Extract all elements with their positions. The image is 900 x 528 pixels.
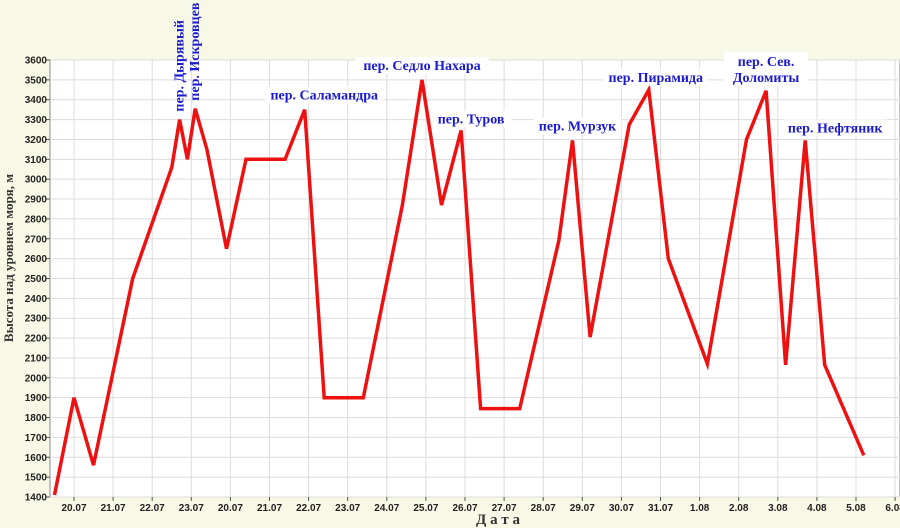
y-tick-label: 1900 [25,393,48,404]
elevation-series-line [52,79,866,496]
y-axis-title: Высота над уровнем моря, м [1,174,16,342]
x-tick-label: 1.08 [690,503,710,514]
y-tick-label: 2800 [25,214,48,225]
x-tick-label: 31.07 [648,503,673,514]
y-tick-label: 1500 [25,473,48,484]
pass-label-background [724,51,809,86]
y-tick-label: 2200 [25,334,48,345]
x-tick-label: 30.07 [609,503,634,514]
x-tick-label: 21.07 [257,503,282,514]
y-tick-label: 2400 [25,294,48,305]
y-tick-label: 3100 [25,155,48,166]
y-tick-label: 1700 [25,433,48,444]
x-tick-label: 26.07 [452,503,477,514]
x-tick-label: 23.07 [335,503,360,514]
pass-label-background [783,119,887,137]
pass-label-background [533,117,622,135]
y-axis-ticks: 1400 1500 1600 1700 1800 1900 2000 2100 2200 2300… [25,56,50,504]
y-tick-label: 1800 [25,413,48,424]
x-tick-label: 20.07 [218,503,243,514]
y-tick-label: 3300 [25,115,48,126]
pass-label-background [355,56,489,74]
y-tick-label: 2300 [25,314,48,325]
pass-label: пер. Искровцев [188,2,203,101]
pass-label: пер. Дырявый [173,20,188,112]
y-tick-label: 3400 [25,95,48,106]
x-tick-label: 22.07 [296,503,321,514]
y-tick-label: 3500 [25,75,48,86]
y-tick-label: 2900 [25,195,48,206]
y-tick-label: 2700 [25,234,48,245]
x-tick-label: 6.08 [885,503,900,514]
x-axis-title: Д а т а [476,512,520,528]
pass-label: пер. Мурзук [539,119,617,134]
x-tick-label: 21.07 [101,503,126,514]
x-tick-label: 3.08 [768,503,788,514]
pass-label-background [265,86,384,104]
y-tick-label: 2500 [25,274,48,285]
pass-label: пер. Туров [438,113,505,128]
y-tick-label: 3600 [25,56,48,67]
pass-label: пер. Пирамида [609,71,704,86]
x-tick-label: 25.07 [413,503,438,514]
x-tick-label: 20.07 [61,503,86,514]
y-tick-label: 2600 [25,254,48,265]
pass-label: пер. Саламандра [270,89,378,104]
pass-labels: пер. Дырявый пер. Искровцев пер. Саламандр… [173,2,887,137]
x-axis-ticks: 20.07 21.07 22.07 23.07 20.07 21.07 22.07 23.07… [61,497,900,514]
x-tick-label: 22.07 [140,503,165,514]
y-tick-label: 2000 [25,373,48,384]
y-tick-label: 3200 [25,135,48,146]
pass-label: пер. Нефтяник [788,121,883,136]
x-tick-label: 29.07 [570,503,595,514]
pass-label-background [431,110,512,128]
pass-label-background [604,68,708,86]
pass-label: пер. Седло Нахара [363,59,480,74]
y-tick-label: 1400 [25,493,48,504]
x-tick-label: 28.07 [531,503,556,514]
pass-label: пер. Сев. Доломиты [733,55,800,86]
x-tick-label: 24.07 [374,503,399,514]
x-tick-label: 27.07 [492,503,517,514]
x-tick-label: 4.08 [807,503,827,514]
y-tick-label: 2100 [25,353,48,364]
x-tick-label: 5.08 [846,503,866,514]
y-tick-label: 1600 [25,453,48,464]
x-tick-label: 2.08 [729,503,749,514]
x-tick-label: 23.07 [179,503,204,514]
y-tick-label: 3000 [25,175,48,186]
